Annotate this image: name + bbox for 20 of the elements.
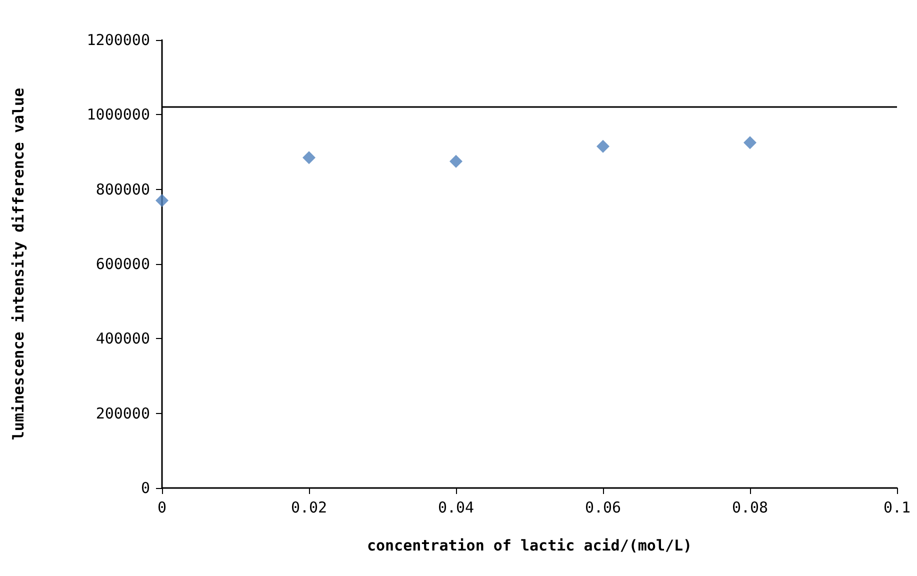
x-tick-label: 0.08: [732, 498, 768, 516]
point: [302, 151, 316, 164]
point: [156, 194, 168, 208]
x-tick-label: 0.04: [438, 498, 474, 516]
y-tick-label: 200000: [96, 404, 150, 422]
x-tick-label: 0.1: [883, 498, 911, 516]
y-tick-label: 1200000: [86, 31, 150, 49]
x-tick-label: 0.02: [290, 498, 328, 516]
x-tick-label: 0: [157, 498, 167, 516]
y-tick-label: 600000: [96, 255, 150, 273]
point: [744, 136, 756, 150]
y-tick-label: 0: [140, 479, 150, 497]
x-axis-title: concentration of lactic acid/(mol/L): [366, 536, 692, 554]
y-axis-title: luminescence intensity difference value: [10, 88, 28, 440]
y-tick-label: 400000: [96, 330, 150, 348]
y-tick-label: 800000: [96, 180, 150, 198]
x-tick-label: 0.06: [584, 498, 622, 516]
point: [450, 154, 462, 168]
point: [596, 140, 610, 153]
y-tick-label: 1000000: [86, 106, 150, 124]
